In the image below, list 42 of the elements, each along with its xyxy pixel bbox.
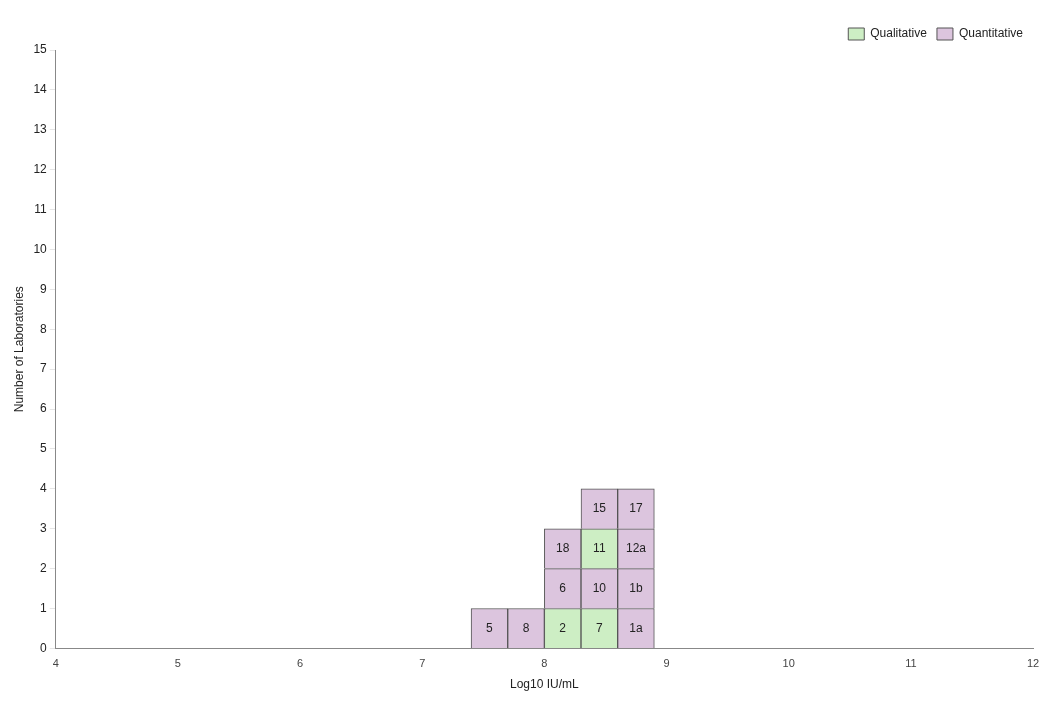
y-tick-label: 7 (40, 361, 48, 376)
annotation: 1a (629, 620, 643, 635)
y-tick-label: 9 (40, 281, 48, 296)
x-tick-label: 5 (174, 657, 181, 670)
x-tick-label: 11 (905, 657, 917, 670)
y-tick-label: 1 (40, 600, 48, 615)
y-tick-label: 13 (33, 122, 48, 137)
annotation: 5 (486, 620, 494, 635)
y-tick-label: 12 (33, 161, 48, 176)
y-tick-label: 5 (40, 441, 48, 456)
annotation: 17 (629, 501, 643, 516)
y-tick-label: 4 (40, 481, 48, 496)
legend-label: Qualitative (870, 26, 928, 41)
y-tick-label: 2 (40, 560, 48, 575)
y-tick-label: 10 (33, 241, 48, 256)
y-tick-label: 15 (33, 42, 48, 57)
y-tick-label: 14 (33, 82, 48, 97)
y-tick-label: 8 (40, 321, 48, 336)
annotation: 11 (593, 541, 606, 556)
x-tick-label: 4 (52, 657, 59, 670)
annotation: 10 (592, 580, 607, 595)
annotation: 15 (592, 501, 607, 516)
annotation: 18 (556, 541, 570, 556)
x-tick-label: 7 (419, 657, 426, 670)
legend-label: Quantitative (958, 26, 1024, 41)
y-tick-label: 0 (40, 640, 48, 655)
x-axis-title: Log10 IU/mL (510, 677, 580, 692)
x-tick-label: 9 (663, 657, 670, 670)
annotation: 1b (629, 580, 643, 595)
annotation: 7 (596, 620, 603, 635)
x-tick-label: 8 (541, 657, 548, 670)
y-tick-label: 3 (40, 521, 48, 536)
annotation: 2 (559, 620, 567, 635)
y-axis-title: Number of Laboratories (11, 286, 26, 413)
y-tick-label: 11 (34, 201, 48, 216)
y-tick-label: 6 (40, 401, 48, 416)
annotation: 8 (522, 620, 530, 635)
x-tick-label: 6 (297, 657, 304, 670)
x-tick-label: 12 (1026, 657, 1040, 670)
annotation: 12a (625, 541, 647, 556)
annotation: 6 (559, 580, 567, 595)
x-tick-label: 10 (782, 657, 795, 670)
